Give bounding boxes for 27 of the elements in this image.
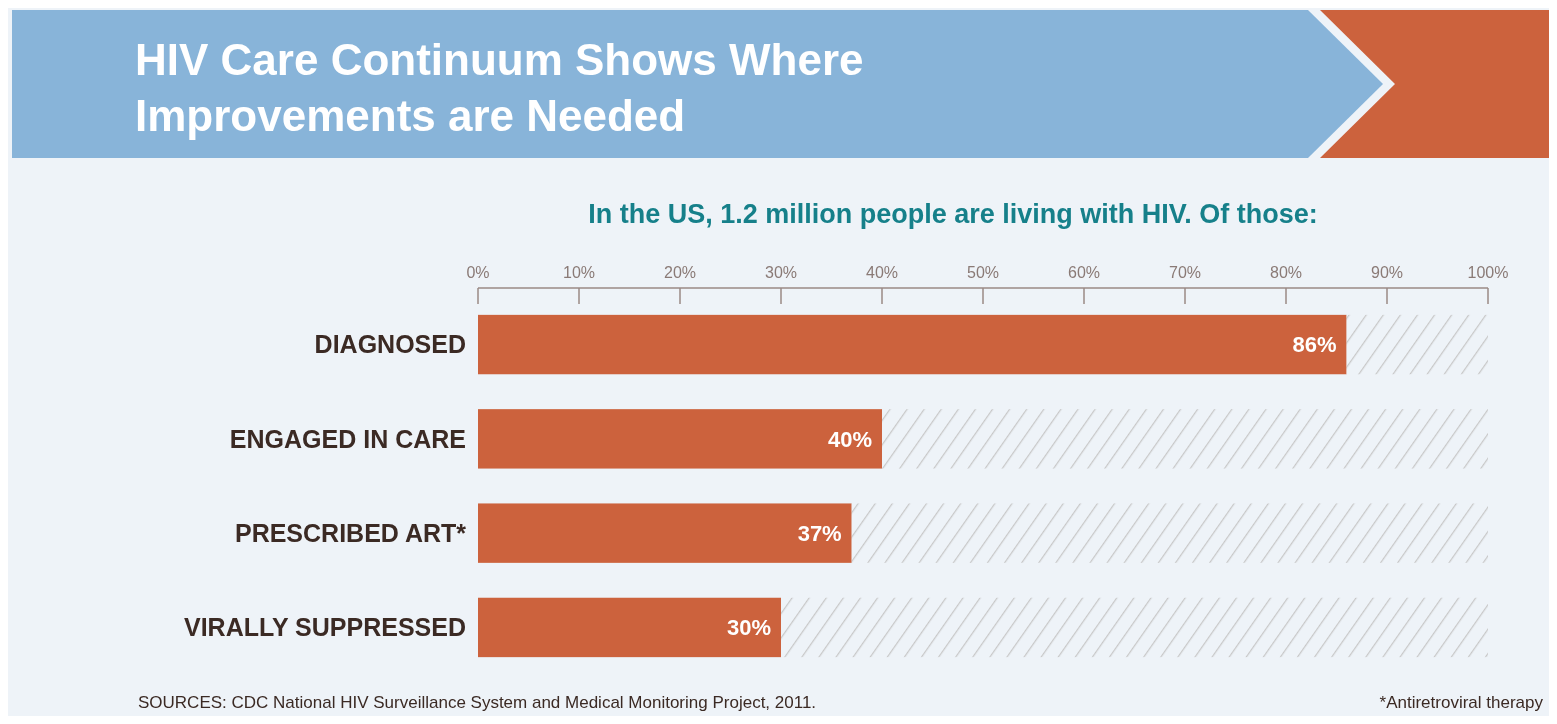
chart-subtitle: In the US, 1.2 million people are living with HIV. Of those: [588,199,1318,229]
bar [478,314,1347,375]
data-label: 30% [726,615,771,641]
x-tick-label: 100% [1467,264,1509,281]
y-tick-label: PRESCRIBED ART* [234,518,467,547]
x-tick-label: 10% [562,264,596,281]
bar [478,503,852,563]
x-tick-label: 50% [966,264,1000,281]
annotation: SOURCES: CDC National HIV Surveillance System and Medical Monitoring Project, 2011. [138,693,817,712]
y-tick-label: ENGAGED IN CARE [229,424,466,453]
x-tick-label: 20% [663,264,697,281]
bar [478,597,781,658]
x-tick-label: 0% [466,264,490,281]
x-tick-label: 80% [1269,264,1303,281]
chart-title: HIV Care Continuum Shows Where Improvements are Needed [135,35,864,140]
annotation: *Antiretroviral therapy [1379,693,1544,712]
y-tick-label: DIAGNOSED [314,330,466,359]
y-tick-label: VIRALLY SUPPRESSED [183,613,466,642]
data-label: 40% [827,426,872,452]
x-tick-label: 30% [764,264,798,281]
x-tick-label: 70% [1168,264,1202,281]
bar [478,409,882,469]
data-label: 86% [1292,332,1337,358]
data-label: 37% [797,520,842,546]
x-tick-label: 90% [1370,264,1404,281]
x-tick-label: 60% [1067,264,1101,281]
x-tick-label: 40% [865,264,899,281]
